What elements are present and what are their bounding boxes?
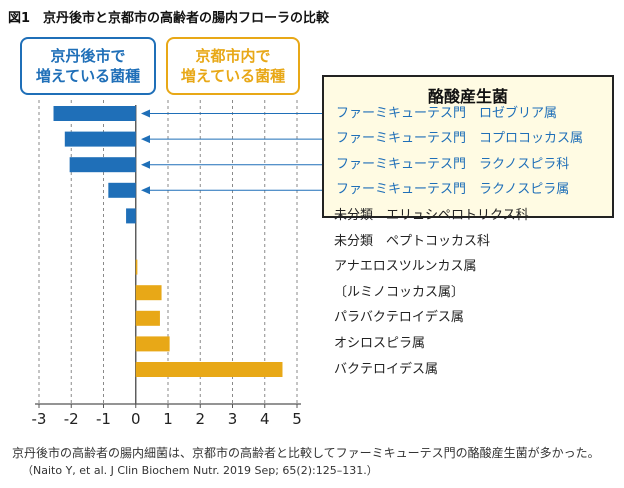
butyrate-producer-box: 酪酸産生菌 bbox=[322, 75, 614, 218]
x-tick-label: 0 bbox=[131, 410, 141, 428]
category-label: ファーミキューテス門 ロゼブリア属 bbox=[336, 105, 558, 121]
category-label: 未分類 エリュシペロトリクス科 bbox=[334, 207, 529, 223]
caption: 京丹後市の高齢者の腸内細菌は、京都市の高齢者と比較してファーミキューテス門の酪酸… bbox=[12, 446, 600, 460]
tag-kyotango: 京丹後市で 増えている菌種 bbox=[20, 37, 156, 95]
category-label: ファーミキューテス門 ラクノスピラ属 bbox=[336, 182, 570, 198]
x-tick-label: 3 bbox=[228, 410, 238, 428]
x-tick-label: -2 bbox=[64, 410, 79, 428]
bar bbox=[135, 310, 160, 326]
bar bbox=[64, 131, 136, 147]
x-tick-label: 4 bbox=[260, 410, 270, 428]
category-label: 未分類 ペプトコッカス科 bbox=[334, 233, 491, 249]
bars bbox=[53, 106, 283, 377]
bar bbox=[108, 182, 136, 198]
x-axis: -3 -2 -1 0 1 2 3 4 5 bbox=[32, 403, 302, 428]
category-label: パラバクテロイデス属 bbox=[334, 310, 464, 326]
tag-kyotango-line1: 京丹後市で bbox=[50, 47, 126, 65]
bar bbox=[135, 336, 170, 352]
arrow-head bbox=[141, 135, 150, 144]
bar bbox=[135, 259, 138, 275]
arrow-head bbox=[141, 160, 150, 169]
tag-kyoto-line1: 京都市内で bbox=[195, 47, 271, 65]
bar-chart: -3 -2 -1 0 1 2 3 4 5 bbox=[32, 100, 333, 428]
x-tick-label: 5 bbox=[292, 410, 302, 428]
arrow-head bbox=[141, 109, 150, 118]
bar bbox=[135, 362, 283, 377]
tag-kyotango-line2: 増えている菌種 bbox=[35, 67, 141, 85]
figure-title: 図1 京丹後市と京都市の高齢者の腸内フローラの比較 bbox=[8, 11, 330, 26]
bar bbox=[135, 285, 162, 301]
category-label: アナエロスツルンカス属 bbox=[334, 259, 477, 275]
x-tick-label: -3 bbox=[32, 410, 47, 428]
butyrate-producer-title: 酪酸産生菌 bbox=[427, 87, 508, 106]
x-tick-label: -1 bbox=[96, 410, 111, 428]
grid-lines bbox=[38, 100, 298, 404]
x-tick-label: 1 bbox=[163, 410, 173, 428]
category-label: 〔ルミノコッカス属〕 bbox=[334, 284, 465, 300]
tag-kyoto: 京都市内で 増えている菌種 bbox=[166, 37, 300, 95]
category-label: オシロスピラ属 bbox=[334, 335, 426, 351]
bar bbox=[53, 106, 136, 121]
category-label: バクテロイデス属 bbox=[334, 361, 439, 377]
citation: （Naito Y, et al. J Clin Biochem Nutr. 20… bbox=[22, 464, 378, 477]
x-tick-label: 2 bbox=[195, 410, 205, 428]
category-label: ファーミキューテス門 ラクノスピラ科 bbox=[336, 156, 570, 172]
arrow-head bbox=[141, 186, 150, 195]
bar bbox=[69, 157, 136, 173]
arrows bbox=[141, 109, 333, 195]
category-label: ファーミキューテス門 コプロコッカス属 bbox=[336, 131, 584, 147]
tag-kyoto-line2: 増えている菌種 bbox=[180, 67, 286, 85]
bar bbox=[126, 208, 136, 224]
